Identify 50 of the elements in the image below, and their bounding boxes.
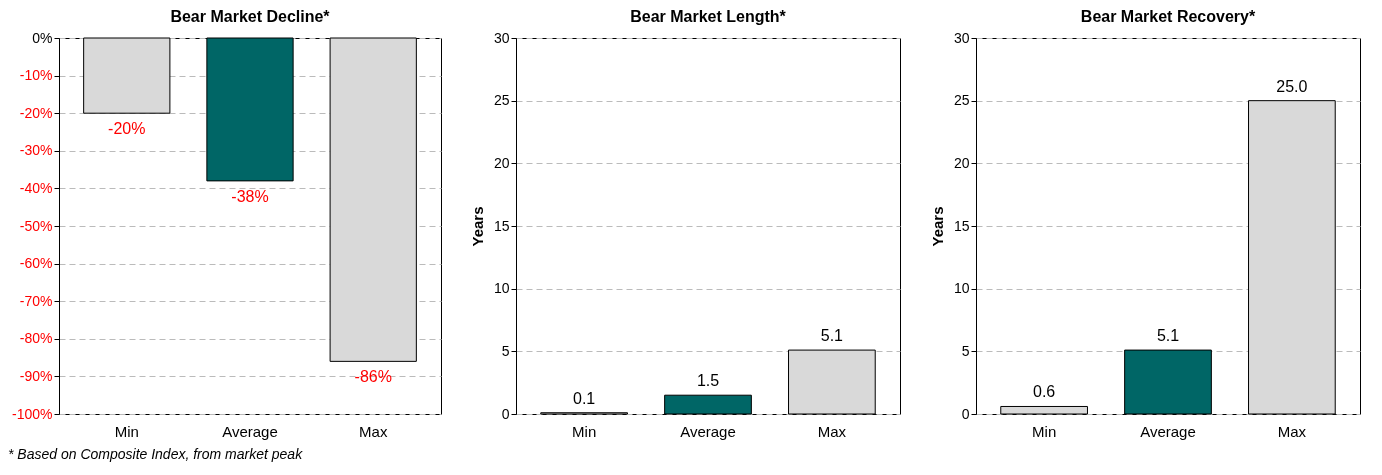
y-tick-label: 5 [961, 342, 970, 359]
y-tick-label: 5 [502, 342, 511, 359]
y-tick-label: -10% [19, 67, 53, 84]
x-tick-label: Average [680, 422, 737, 440]
chart-title: Bear Market Recovery* [1080, 8, 1256, 25]
data-label: 5.1 [821, 327, 844, 345]
y-tick-label: -60% [19, 255, 53, 272]
data-label: 25.0 [1275, 77, 1308, 95]
y-tick-label: -80% [19, 330, 53, 347]
y-tick-label: -90% [19, 367, 53, 384]
x-tick-label: Max [818, 422, 847, 440]
y-axis-title: Years [469, 206, 487, 247]
data-label: -20% [108, 120, 146, 138]
y-tick-label: 15 [494, 217, 511, 234]
x-tick-label: Average [222, 422, 278, 440]
y-tick-label: 10 [953, 280, 970, 297]
text: * Based on Composite Index, from market peak [8, 446, 304, 462]
x-tick-label: Average [1139, 422, 1196, 440]
bar [999, 405, 1088, 415]
y-tick-label: -20% [19, 104, 53, 121]
data-label: 0.1 [573, 389, 596, 407]
y-tick-label: -70% [19, 292, 53, 309]
x-tick-label: Min [572, 422, 597, 440]
y-tick-label: -100% [12, 405, 53, 422]
data-label: 5.1 [1156, 327, 1179, 345]
y-tick-label: 30 [953, 29, 970, 46]
y-tick-label: 15 [953, 217, 970, 234]
data-label: 0.6 [1032, 383, 1055, 401]
y-tick-label: 25 [953, 92, 970, 109]
x-tick-label: Min [1031, 422, 1056, 440]
y-tick-label: -50% [19, 217, 53, 234]
y-tick-label: 20 [494, 154, 511, 171]
chart-title: Bear Market Length* [630, 8, 787, 25]
y-tick-label: 0 [502, 405, 511, 422]
y-tick-label: -40% [19, 179, 53, 196]
data-label: -86% [354, 368, 392, 386]
x-tick-label: Max [359, 422, 388, 440]
y-tick-label: 10 [494, 280, 511, 297]
x-tick-label: Max [1277, 422, 1307, 440]
data-label: 1.5 [697, 372, 720, 390]
y-axis-title: Years [928, 206, 946, 247]
y-tick-label: 0 [961, 405, 970, 422]
chart-title: Bear Market Decline* [170, 8, 331, 25]
y-tick-label: 30 [494, 29, 511, 46]
data-label: -38% [231, 187, 269, 205]
y-tick-label: -30% [19, 142, 53, 159]
y-tick-label: 25 [494, 92, 511, 109]
y-tick-label: 0% [32, 29, 53, 46]
x-tick-label: Min [114, 422, 139, 440]
y-tick-label: 20 [953, 154, 970, 171]
